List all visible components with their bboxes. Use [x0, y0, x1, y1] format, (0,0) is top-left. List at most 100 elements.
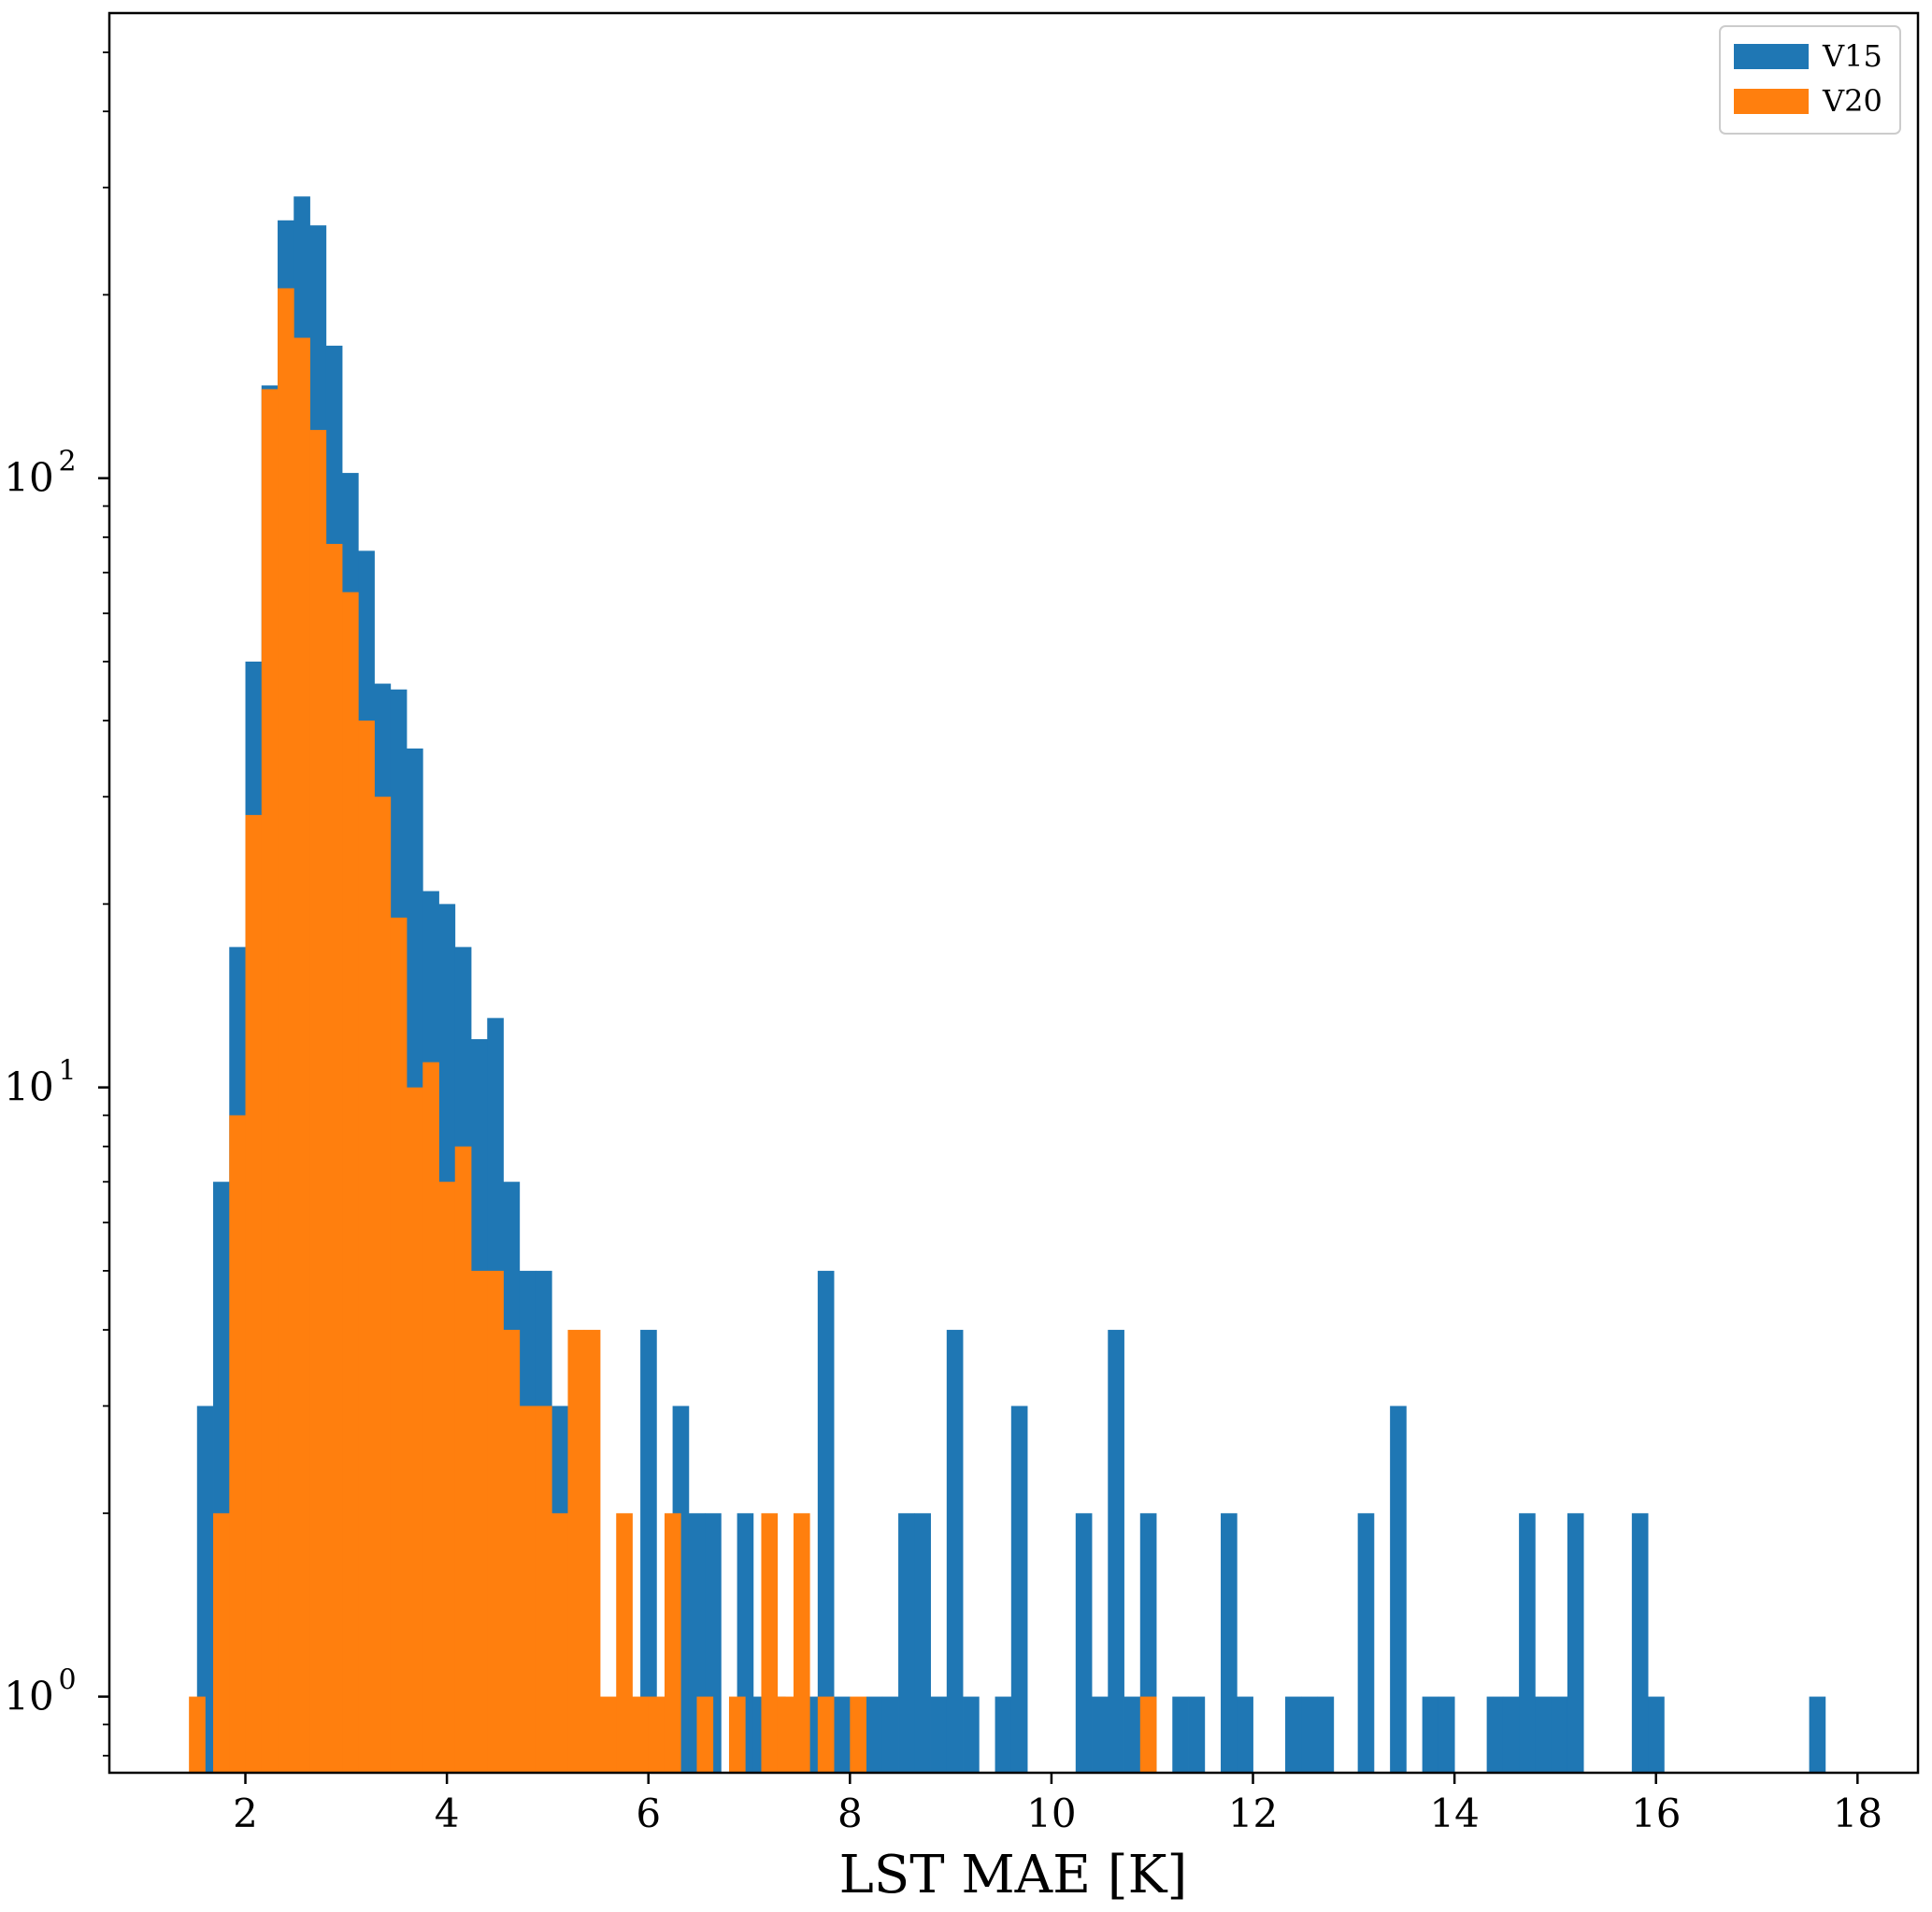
bar-v20	[278, 288, 294, 1774]
y-tick-label: 10	[4, 1674, 53, 1719]
bar-v15	[1809, 1696, 1826, 1773]
bar-v15	[196, 1405, 214, 1773]
bar-v20	[342, 592, 359, 1774]
bar-v15	[946, 1330, 964, 1773]
bar-v15	[1075, 1513, 1093, 1773]
x-tick-label: 18	[1833, 1791, 1882, 1836]
y-tick-exponent: 2	[58, 446, 76, 478]
legend-swatch-v15	[1734, 44, 1809, 69]
bar-v15	[640, 1330, 657, 1773]
bar-v15	[995, 1696, 1012, 1773]
y-tick-label: 10	[4, 455, 53, 501]
x-axis-label: LST MAE [K]	[839, 1845, 1188, 1905]
bar-v15	[1301, 1696, 1318, 1773]
bar-v15	[1108, 1330, 1124, 1773]
bar-v20	[551, 1513, 568, 1773]
bar-v15	[1486, 1696, 1504, 1773]
bar-v20	[390, 917, 408, 1773]
bar-v15	[1172, 1696, 1189, 1773]
bar-v15	[1010, 1405, 1028, 1773]
bar-v20	[632, 1696, 650, 1773]
bar-v15	[1123, 1696, 1141, 1773]
x-tick-label: 6	[636, 1791, 661, 1836]
x-tick-label: 8	[837, 1791, 863, 1836]
bar-v20	[850, 1696, 866, 1773]
bar-v15	[1092, 1696, 1109, 1773]
bar-v20	[793, 1513, 810, 1773]
bar-v15	[1438, 1696, 1455, 1773]
bar-v15	[1221, 1513, 1238, 1773]
bar-v20	[664, 1513, 681, 1773]
bar-v20	[454, 1146, 472, 1773]
bar-v20	[648, 1696, 665, 1773]
legend: V15 V20	[1719, 25, 1901, 135]
x-tick-label: 4	[435, 1791, 460, 1836]
bar-v20	[817, 1696, 835, 1773]
bar-v15	[1567, 1513, 1584, 1773]
bar-v20	[487, 1270, 504, 1773]
bar-v20	[325, 544, 343, 1773]
x-tick-label: 14	[1429, 1791, 1479, 1836]
bar-v15	[930, 1696, 948, 1773]
bar-v15	[963, 1696, 980, 1773]
bar-v15	[1390, 1405, 1407, 1773]
x-tick-label: 16	[1631, 1791, 1681, 1836]
bar-v20	[245, 815, 263, 1773]
bar-v20	[535, 1405, 552, 1773]
legend-label-v15: V15	[1822, 38, 1882, 74]
bar-v15	[1285, 1696, 1302, 1773]
x-tick-label: 2	[233, 1791, 258, 1836]
bar-v15	[834, 1696, 851, 1773]
plot-frame	[107, 11, 1920, 1775]
bar-v15	[1648, 1696, 1665, 1773]
bar-v20	[293, 337, 310, 1774]
bar-v20	[471, 1270, 488, 1773]
bar-v15	[866, 1696, 883, 1773]
bar-v20	[696, 1696, 714, 1773]
y-tick-exponent: 1	[58, 1055, 76, 1088]
bar-v15	[1519, 1513, 1536, 1773]
bar-v15	[1631, 1513, 1649, 1773]
x-tick-label: 10	[1026, 1791, 1076, 1836]
x-axis-ticks: 2 4 6 8 10 12 14 16 18	[233, 1773, 1882, 1836]
bar-v20	[616, 1513, 633, 1773]
bar-v15	[1551, 1696, 1568, 1773]
bar-v20	[438, 1181, 456, 1773]
bar-v20	[519, 1405, 537, 1773]
bar-v15	[1422, 1696, 1439, 1773]
bar-v15	[898, 1513, 915, 1773]
bar-v20	[567, 1330, 585, 1773]
bar-v20	[422, 1062, 439, 1773]
bar-v20	[374, 796, 392, 1773]
bar-v20	[213, 1513, 230, 1773]
bar-v15	[1317, 1696, 1335, 1773]
bar-v20	[309, 430, 327, 1774]
bar-v20	[777, 1696, 794, 1773]
bar-v20	[229, 1115, 246, 1773]
legend-swatch-v20	[1734, 89, 1809, 114]
bar-v15	[914, 1513, 931, 1773]
bar-v20	[358, 721, 375, 1773]
bar-v20	[1139, 1696, 1157, 1773]
bar-v20	[503, 1330, 521, 1773]
legend-label-v20: V20	[1822, 83, 1882, 119]
bar-v20	[583, 1330, 601, 1773]
bar-layer	[189, 196, 1826, 1774]
bar-v20	[728, 1696, 746, 1773]
bar-v15	[1357, 1513, 1375, 1773]
bar-v15	[1188, 1696, 1206, 1773]
bar-v20	[261, 389, 279, 1774]
bar-v15	[817, 1270, 835, 1773]
bar-v15	[881, 1696, 899, 1773]
bar-v20	[407, 1087, 423, 1773]
y-tick-exponent: 0	[58, 1664, 76, 1697]
bar-v15	[1502, 1696, 1520, 1773]
y-tick-label: 10	[4, 1064, 53, 1110]
x-tick-label: 12	[1228, 1791, 1278, 1836]
bar-v20	[599, 1696, 617, 1773]
bar-v15	[1535, 1696, 1553, 1773]
bar-v20	[189, 1696, 206, 1773]
bar-v15	[1237, 1696, 1253, 1773]
bar-v20	[761, 1513, 779, 1773]
